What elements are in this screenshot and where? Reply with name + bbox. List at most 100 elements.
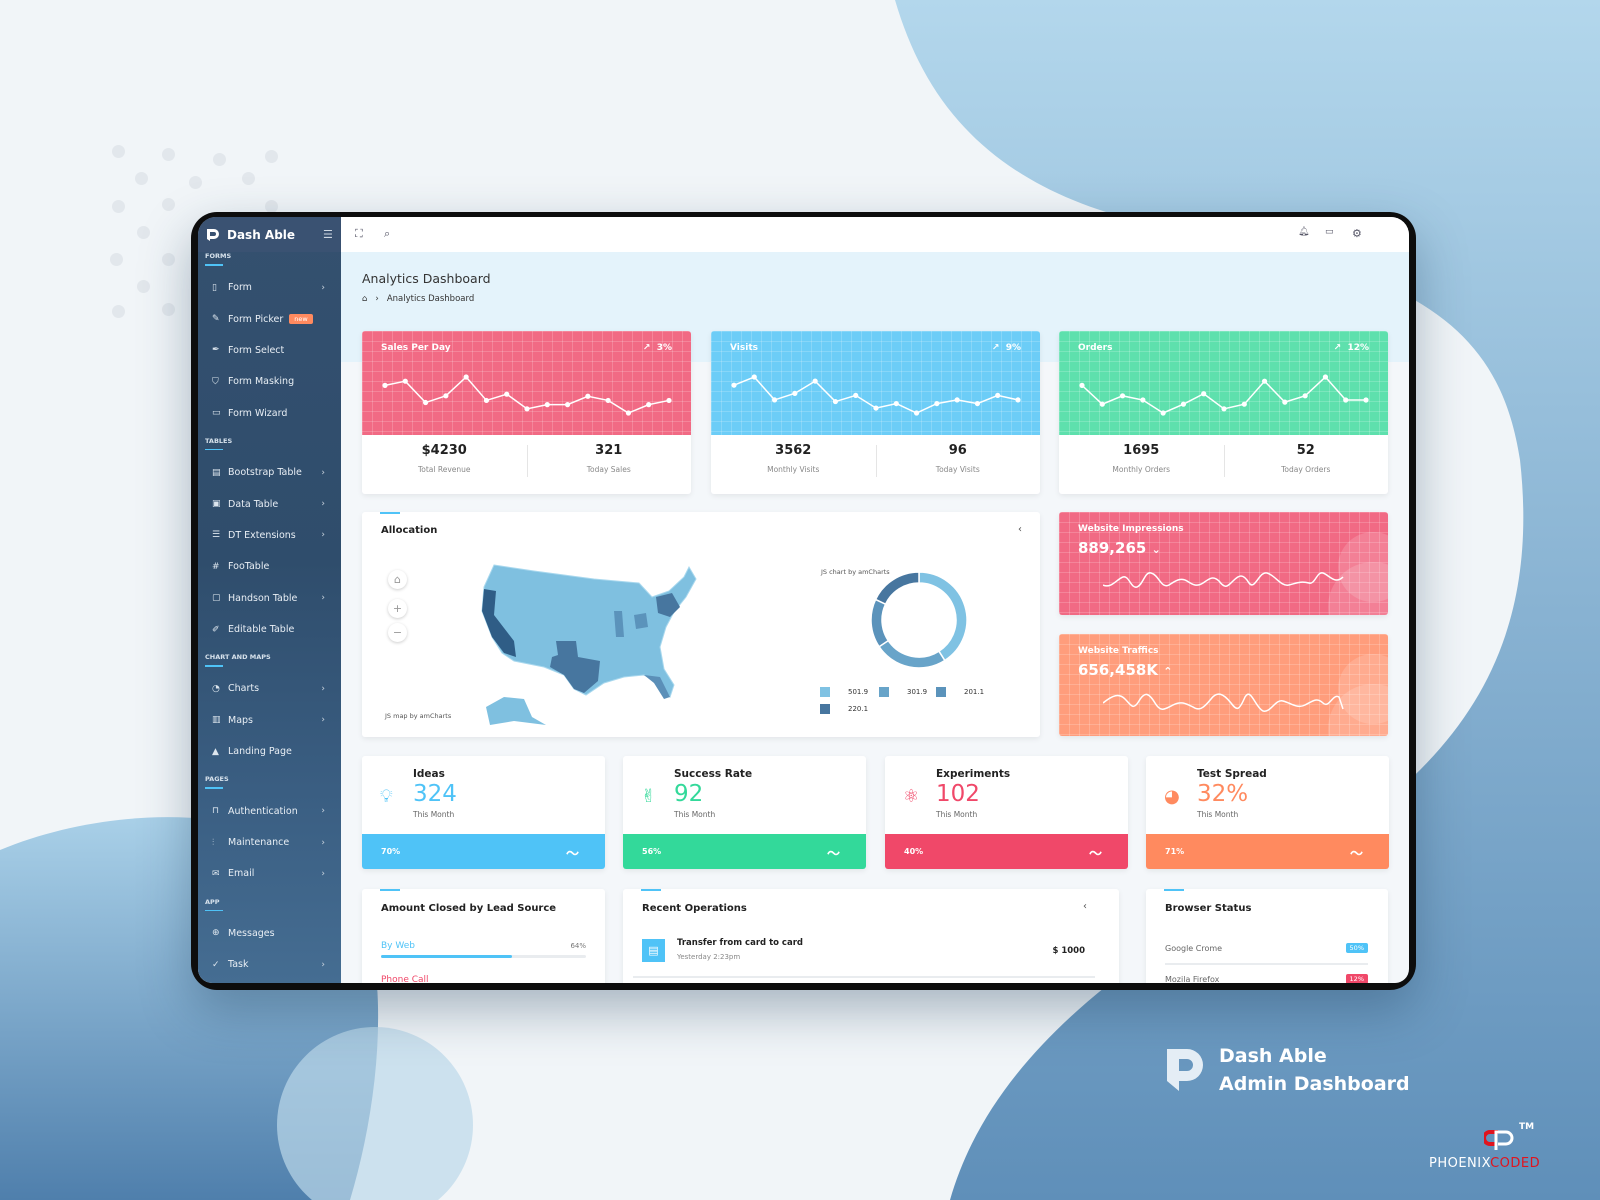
map-home-button[interactable]: ⌂ — [388, 570, 407, 589]
stat-footer: 40% 〜 — [885, 834, 1128, 869]
pie-chart-icon: ◕ — [1164, 786, 1180, 807]
message-icon[interactable]: ▭ — [1325, 227, 1334, 237]
card-title: Experiments — [936, 768, 1011, 780]
lead-progress-fill — [381, 955, 513, 958]
allocation-card: Allocation ‹ ⌂ + − JS map by amCharts JS… — [362, 512, 1040, 737]
new-badge: new — [289, 314, 313, 325]
gear-icon[interactable]: ⚙ — [1352, 227, 1362, 240]
us-map[interactable] — [474, 557, 714, 727]
map-region-california — [482, 589, 516, 657]
trademark: TM — [1519, 1122, 1535, 1132]
sidebar-item-handson-table[interactable]: ▢ Handson Table › — [198, 583, 341, 614]
chart-credit: JS chart by amCharts — [821, 568, 890, 576]
traffic-value: 656,458K ⌃ — [1078, 661, 1173, 679]
bell-icon[interactable]: 🔔︎ — [1298, 227, 1310, 237]
sidebar-item-label: Handson Table — [228, 592, 298, 604]
stat-percent: 71% — [1165, 847, 1185, 856]
chevron-right-icon: › — [321, 868, 325, 879]
pie-chart-icon: ◔ — [212, 683, 220, 694]
map-zoom-out-button[interactable]: − — [388, 623, 407, 642]
fullscreen-icon[interactable]: ⛶ — [355, 227, 363, 240]
stat-label: Monthly Visits — [767, 465, 820, 474]
sidebar-item-form-select[interactable]: ✒ Form Select — [198, 335, 341, 366]
map-zoom-in-button[interactable]: + — [388, 599, 407, 618]
hash-icon: # — [212, 561, 220, 572]
map-icon: ▥ — [212, 715, 221, 726]
legend-label: 301.9 — [907, 688, 928, 696]
shield-icon: ⛉ — [212, 376, 219, 387]
promo-title: Dash Able — [1219, 1045, 1327, 1067]
sparkline-point — [1201, 391, 1207, 397]
sidebar-item-footable[interactable]: # FooTable — [198, 551, 341, 582]
sidebar-item-label: Form Masking — [228, 376, 295, 388]
card-title: Test Spread — [1197, 768, 1267, 780]
sidebar-item-label: Charts — [228, 683, 260, 695]
sparkline-point — [1343, 397, 1349, 403]
hamburger-menu-icon[interactable]: ☰ — [323, 228, 333, 241]
stat-label: Today Visits — [935, 465, 980, 474]
sidebar-item-maintenance[interactable]: ⫶ Maintenance › — [198, 827, 341, 858]
sparkline — [382, 374, 672, 416]
sidebar-section-label: PAGES — [198, 775, 341, 789]
sidebar-section-label: APP — [198, 898, 341, 912]
sidebar-item-authentication[interactable]: ⊓ Authentication › — [198, 795, 341, 826]
sidebar-item-form-picker[interactable]: ✎ Form Picker new — [198, 303, 341, 334]
sparkline-point — [873, 405, 879, 411]
stat-value: $4230 — [421, 443, 467, 458]
wave-icon: 〜 — [1088, 847, 1102, 862]
collapse-chevron-icon[interactable]: ‹ — [1018, 524, 1022, 535]
sparkline-point — [1140, 397, 1146, 403]
chevron-down-icon: ⌄ — [1151, 543, 1161, 556]
feather-icon: ✒ — [212, 345, 220, 356]
lead-row-label: Phone Call — [381, 975, 429, 983]
sparkline — [731, 374, 1021, 416]
sidebar-item-dt-extensions[interactable]: ☰ DT Extensions › — [198, 520, 341, 551]
sidebar-item-form-masking[interactable]: ⛉ Form Masking — [198, 366, 341, 397]
chevron-right-icon: › — [321, 959, 325, 970]
sidebar-item-label: DT Extensions — [228, 529, 296, 541]
sparkline-point — [443, 393, 449, 399]
stat-label: Today Orders — [1281, 465, 1331, 474]
sidebar-item-task[interactable]: ✓ Task › — [198, 949, 341, 980]
chevron-right-icon: › — [321, 467, 325, 478]
sidebar-item-bootstrap-table[interactable]: ▤ Bootstrap Table › — [198, 457, 341, 488]
home-icon[interactable]: ⌂ — [362, 294, 368, 304]
card-stat: 321 Today Sales — [527, 443, 692, 474]
breadcrumb-item[interactable]: Analytics Dashboard — [386, 294, 475, 304]
stat-value: 52 — [1296, 443, 1315, 458]
sidebar-item-maps[interactable]: ▥ Maps › — [198, 705, 341, 736]
operation-title: Transfer from card to card — [677, 938, 803, 948]
legend-swatch — [820, 704, 830, 714]
chevron-right-icon: › — [321, 530, 325, 541]
brand-name: Dash Able — [227, 227, 296, 242]
trending-up-icon: ↗ — [991, 343, 1000, 353]
sparkline-point — [1322, 374, 1329, 380]
card-accent — [641, 889, 661, 891]
sidebar-item-data-table[interactable]: ▣ Data Table › — [198, 488, 341, 519]
wave-icon: 〜 — [565, 847, 579, 862]
chevron-right-icon: › — [321, 499, 325, 510]
sidebar-item-form-wizard[interactable]: ▭ Form Wizard — [198, 398, 341, 429]
stat-chart-card-sales-per-day: Sales Per Day ↗ 3% $4230 Total Revenue 321… — [362, 331, 691, 494]
sidebar-item-charts[interactable]: ◔ Charts › — [198, 673, 341, 704]
map-credit: JS map by amCharts — [385, 712, 452, 720]
map-region-alaska — [486, 697, 546, 725]
sidebar-item-label: Email — [228, 868, 255, 880]
sidebar-item-messages[interactable]: ⊕ Messages — [198, 918, 341, 949]
legend-label: 201.1 — [964, 688, 985, 696]
sidebar-item-landing-page[interactable]: ▲ Landing Page — [198, 736, 341, 767]
stat-card-test-spread: ◕ Test Spread 32% This Month 71% 〜 — [1146, 756, 1389, 869]
website-impressions-card: Website Impressions 889,265 ⌄ — [1059, 512, 1388, 615]
sidebar-item-email[interactable]: ✉ Email › — [198, 858, 341, 889]
recent-operations-card: Recent Operations ‹ ▤ Transfer from card… — [623, 889, 1119, 983]
sidebar-item-label: FooTable — [228, 561, 270, 573]
sidebar-item-label: Bootstrap Table — [228, 467, 302, 479]
phoenixcoded-wordmark: PHOENIXCODED — [1429, 1156, 1541, 1171]
sparkline-point — [853, 392, 859, 399]
stat-subtitle: This Month — [674, 810, 716, 819]
dashboard-screen: Dash Able ☰ FORMS ▯ Form › ✎ Form Picker new ✒ F… — [198, 217, 1409, 983]
sidebar-item-editable-table[interactable]: ✐ Editable Table — [198, 614, 341, 645]
collapse-chevron-icon[interactable]: ‹ — [1083, 901, 1087, 912]
search-icon[interactable]: ⌕ — [384, 227, 391, 240]
sidebar-item-form[interactable]: ▯ Form › — [198, 272, 341, 303]
